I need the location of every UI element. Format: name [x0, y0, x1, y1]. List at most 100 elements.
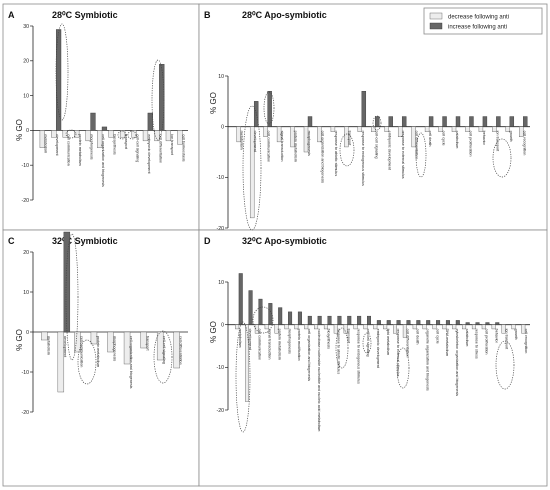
- panel-d-title: 32⁰C Apo-symbiotic: [242, 236, 327, 246]
- bar-decrease: [333, 324, 338, 334]
- bar-decrease: [402, 324, 407, 338]
- highlight-ellipse: [252, 306, 274, 334]
- y-tick-label: 0: [221, 322, 224, 328]
- bar-decrease: [254, 324, 259, 334]
- highlight-ellipse: [153, 330, 173, 384]
- y-tick-label: -20: [22, 410, 30, 416]
- category-label: cell death: [416, 329, 420, 345]
- bar-decrease: [290, 126, 295, 148]
- bar-decrease: [51, 130, 57, 138]
- category-label: cell organization and biogenesis: [307, 329, 311, 382]
- bar-increase: [509, 116, 515, 127]
- bar-increase: [455, 320, 460, 325]
- bar-decrease: [249, 126, 255, 219]
- highlight-ellipse: [362, 332, 372, 354]
- category-label: nucleobase nucleoside nucleotide and nuc…: [317, 329, 321, 432]
- highlight-ellipse: [415, 132, 427, 178]
- panel-a-ylabel: % GO: [15, 119, 24, 141]
- highlight-ellipse: [117, 130, 127, 140]
- panel-b-letter: B: [204, 10, 211, 20]
- highlight-ellipse: [263, 91, 275, 125]
- category-label: cytoskeleton organization and biogenesis: [455, 329, 459, 397]
- category-label: metabolism: [238, 329, 242, 348]
- category-label: metabolism: [46, 336, 50, 355]
- bar-increase: [90, 112, 96, 131]
- y-tick-label: 10: [23, 93, 29, 99]
- bar-increase: [495, 322, 500, 325]
- y-tick-label: 30: [23, 24, 29, 30]
- category-label: response to endogenous stimulus: [361, 131, 365, 186]
- bar-decrease: [156, 331, 164, 361]
- bar-decrease: [501, 324, 506, 334]
- category-label: development: [253, 131, 257, 152]
- bar-increase: [523, 116, 528, 127]
- y-tick-label: -20: [217, 226, 225, 232]
- bar-decrease: [276, 126, 282, 143]
- bar-decrease: [462, 324, 467, 330]
- panel-d-letter: D: [204, 236, 211, 246]
- bar-decrease: [108, 130, 114, 138]
- legend-box: [423, 7, 543, 35]
- highlight-ellipse: [235, 321, 251, 433]
- bar-decrease: [173, 331, 180, 369]
- bar-increase: [436, 320, 441, 325]
- legend-label-increase: increase following anti: [448, 25, 507, 31]
- bar-decrease: [465, 126, 470, 132]
- category-label: cell communication: [67, 134, 71, 165]
- category-label: embryonic development: [147, 134, 151, 173]
- bar-decrease: [74, 331, 81, 353]
- bar-increase: [386, 320, 391, 325]
- bar-increase: [268, 303, 273, 325]
- y-tick-label: -10: [217, 365, 225, 371]
- bar-decrease: [140, 331, 147, 349]
- bar-increase: [469, 116, 474, 127]
- bar-decrease: [62, 130, 68, 138]
- bar-decrease: [397, 126, 403, 137]
- category-label: response to external stimulus: [401, 131, 405, 179]
- panel-d-frame: [198, 229, 548, 487]
- bar-decrease: [442, 324, 447, 330]
- bar-decrease: [264, 324, 269, 330]
- bar-increase: [307, 315, 312, 325]
- bar-increase: [307, 116, 313, 127]
- bar-decrease: [244, 324, 249, 402]
- bar-increase: [55, 29, 62, 131]
- category-label: cell-cell signaling: [162, 336, 166, 364]
- category-label: signal transduction: [268, 329, 272, 360]
- bar-decrease: [438, 126, 443, 132]
- y-tick-label: -20: [22, 198, 30, 204]
- bar-decrease: [424, 126, 430, 132]
- bar-increase: [396, 320, 401, 325]
- bar-decrease: [471, 324, 476, 330]
- bar-decrease: [39, 130, 45, 148]
- category-label: cell organization and biogenesis: [129, 336, 133, 389]
- bar-increase: [317, 315, 322, 325]
- category-label: embryonic development: [376, 329, 380, 368]
- highlight-ellipse: [55, 23, 69, 121]
- category-label: protein metabolism: [78, 134, 82, 165]
- category-label: transport: [124, 134, 128, 149]
- bar-decrease: [177, 130, 183, 145]
- bar-decrease: [235, 324, 240, 330]
- category-label: lipid metabolism: [386, 329, 390, 355]
- panel-d-ylabel: % GO: [209, 321, 218, 343]
- panel-c-frame: [2, 229, 200, 487]
- bar-decrease: [304, 324, 309, 330]
- category-label: morphogenesis: [90, 134, 94, 159]
- panel-b-plot: -20 -10 0 10 metabolism development cell commu…: [217, 74, 530, 232]
- bar-decrease: [353, 324, 358, 330]
- bar-decrease: [90, 331, 98, 345]
- bar-decrease: [74, 130, 80, 138]
- bar-increase: [258, 298, 263, 325]
- y-tick-label: 10: [218, 74, 224, 80]
- category-label: cell-cell signaling: [374, 131, 378, 159]
- y-tick-label: 20: [23, 59, 29, 65]
- bar-decrease: [330, 126, 336, 132]
- category-label: cell communication: [258, 329, 262, 360]
- bar-decrease: [363, 324, 368, 330]
- bar-decrease: [284, 324, 289, 330]
- bar-increase: [147, 112, 153, 131]
- bar-increase: [455, 116, 461, 127]
- bar-increase: [445, 320, 450, 325]
- y-tick-label: 20: [23, 250, 29, 256]
